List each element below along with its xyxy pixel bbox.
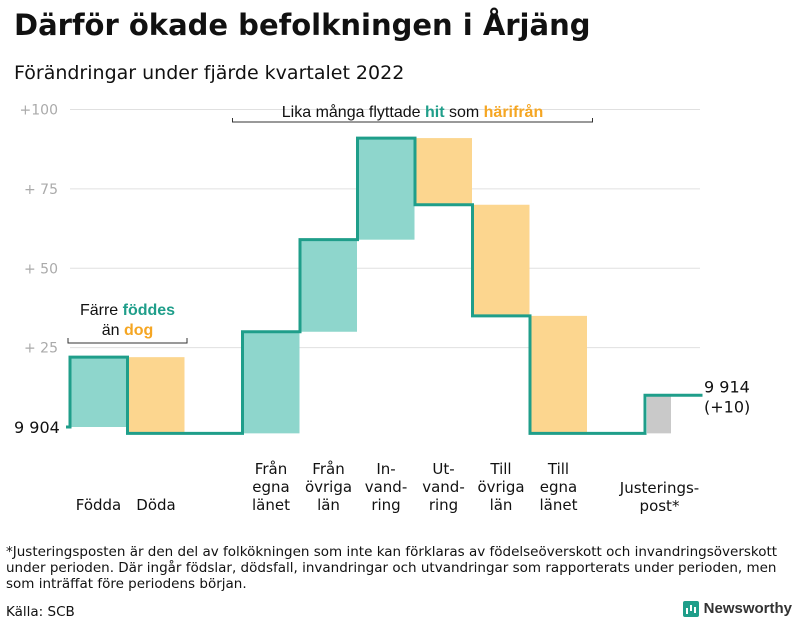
y-tick-label-1: + 75 [24, 182, 58, 198]
annotation-migration-part-3: härifrån [484, 103, 544, 121]
bar-8 [530, 315, 587, 434]
annotation-migration-bracket [232, 118, 593, 123]
annotation-births-line-0-part-1: föddes [123, 302, 176, 319]
waterfall-chart: +100 + 75 + 50 + 25 9 904 9 914(+10) Födda Döda… [14, 103, 750, 516]
brand-name: Newsworthy [703, 600, 792, 617]
x-label-6-line-1: vand- [422, 478, 465, 496]
annotation-births-line-1-part-0: än [102, 322, 124, 339]
x-label-5-line-1: vand- [365, 478, 408, 496]
waterfall-step-line [66, 136, 703, 435]
bar-0 [70, 357, 127, 427]
x-label-3-line-2: länet [252, 496, 290, 514]
x-label-8-line-1: egna [540, 478, 577, 496]
y-tick-label-2: + 50 [24, 261, 58, 277]
x-label-7-line-2: län [490, 496, 513, 514]
x-label-8-line-0: Till [547, 460, 569, 478]
x-label-5-line-2: ring [371, 496, 400, 514]
x-label-10-line-1: post* [640, 497, 680, 515]
x-label-4-line-0: Från [312, 460, 344, 478]
annotation-migration-part-1: hit [425, 104, 445, 121]
annotation-migration-part-0: Lika många flyttade [282, 103, 425, 121]
x-label-7-line-0: Till [489, 460, 511, 478]
source-note: Källa: SCB [6, 604, 75, 620]
bar-3 [242, 331, 300, 434]
annotation-migration: Lika många flyttade hit som härifrån [282, 103, 543, 121]
end-change-label: (+10) [704, 397, 750, 416]
bar-4 [300, 239, 357, 332]
chart-title: Därför ökade befolkningen i Årjäng [14, 8, 591, 42]
annotation-births-line-1-part-1: dog [124, 322, 153, 339]
x-label-7-line-1: övriga [477, 478, 524, 496]
y-tick-label-0: +100 [20, 103, 58, 119]
x-label-3-line-0: Från [255, 460, 287, 478]
x-label-10-line-0: Justerings- [619, 479, 699, 497]
start-value-label: 9 904 [14, 418, 60, 437]
x-label-4-line-1: övriga [305, 478, 352, 496]
annotation-births-line-0-part-0: Färre [80, 302, 123, 319]
x-label-0-line-0: Födda [76, 496, 122, 514]
x-label-8-line-2: länet [540, 496, 578, 514]
bar-7 [472, 204, 530, 316]
y-tick-label-3: + 25 [24, 341, 58, 357]
brand-logo: Newsworthy [682, 600, 792, 617]
annotation-births-line-0: Färre föddes [80, 302, 175, 319]
x-label-6-line-2: ring [429, 496, 458, 514]
annotation-births-bracket [67, 338, 188, 344]
end-value-label: 9 914 [704, 377, 750, 396]
x-label-6-line-0: Ut- [432, 460, 454, 478]
chart-subtitle: Förändringar under fjärde kvartalet 2022 [14, 62, 405, 84]
bar-6 [415, 138, 472, 205]
x-label-4-line-2: län [317, 496, 340, 514]
bar-10 [647, 395, 671, 434]
x-label-3-line-1: egna [252, 478, 289, 496]
bar-1 [127, 357, 185, 434]
x-label-5-line-0: In- [376, 460, 395, 478]
newsworthy-logo-icon [682, 600, 699, 617]
annotation-births-line-1: än dog [102, 322, 154, 339]
bar-5 [357, 138, 415, 240]
x-label-1-line-0: Döda [136, 496, 175, 514]
footnote: *Justeringsposten är den del av folkökni… [6, 544, 778, 592]
annotation-migration-part-2: som [445, 104, 484, 121]
